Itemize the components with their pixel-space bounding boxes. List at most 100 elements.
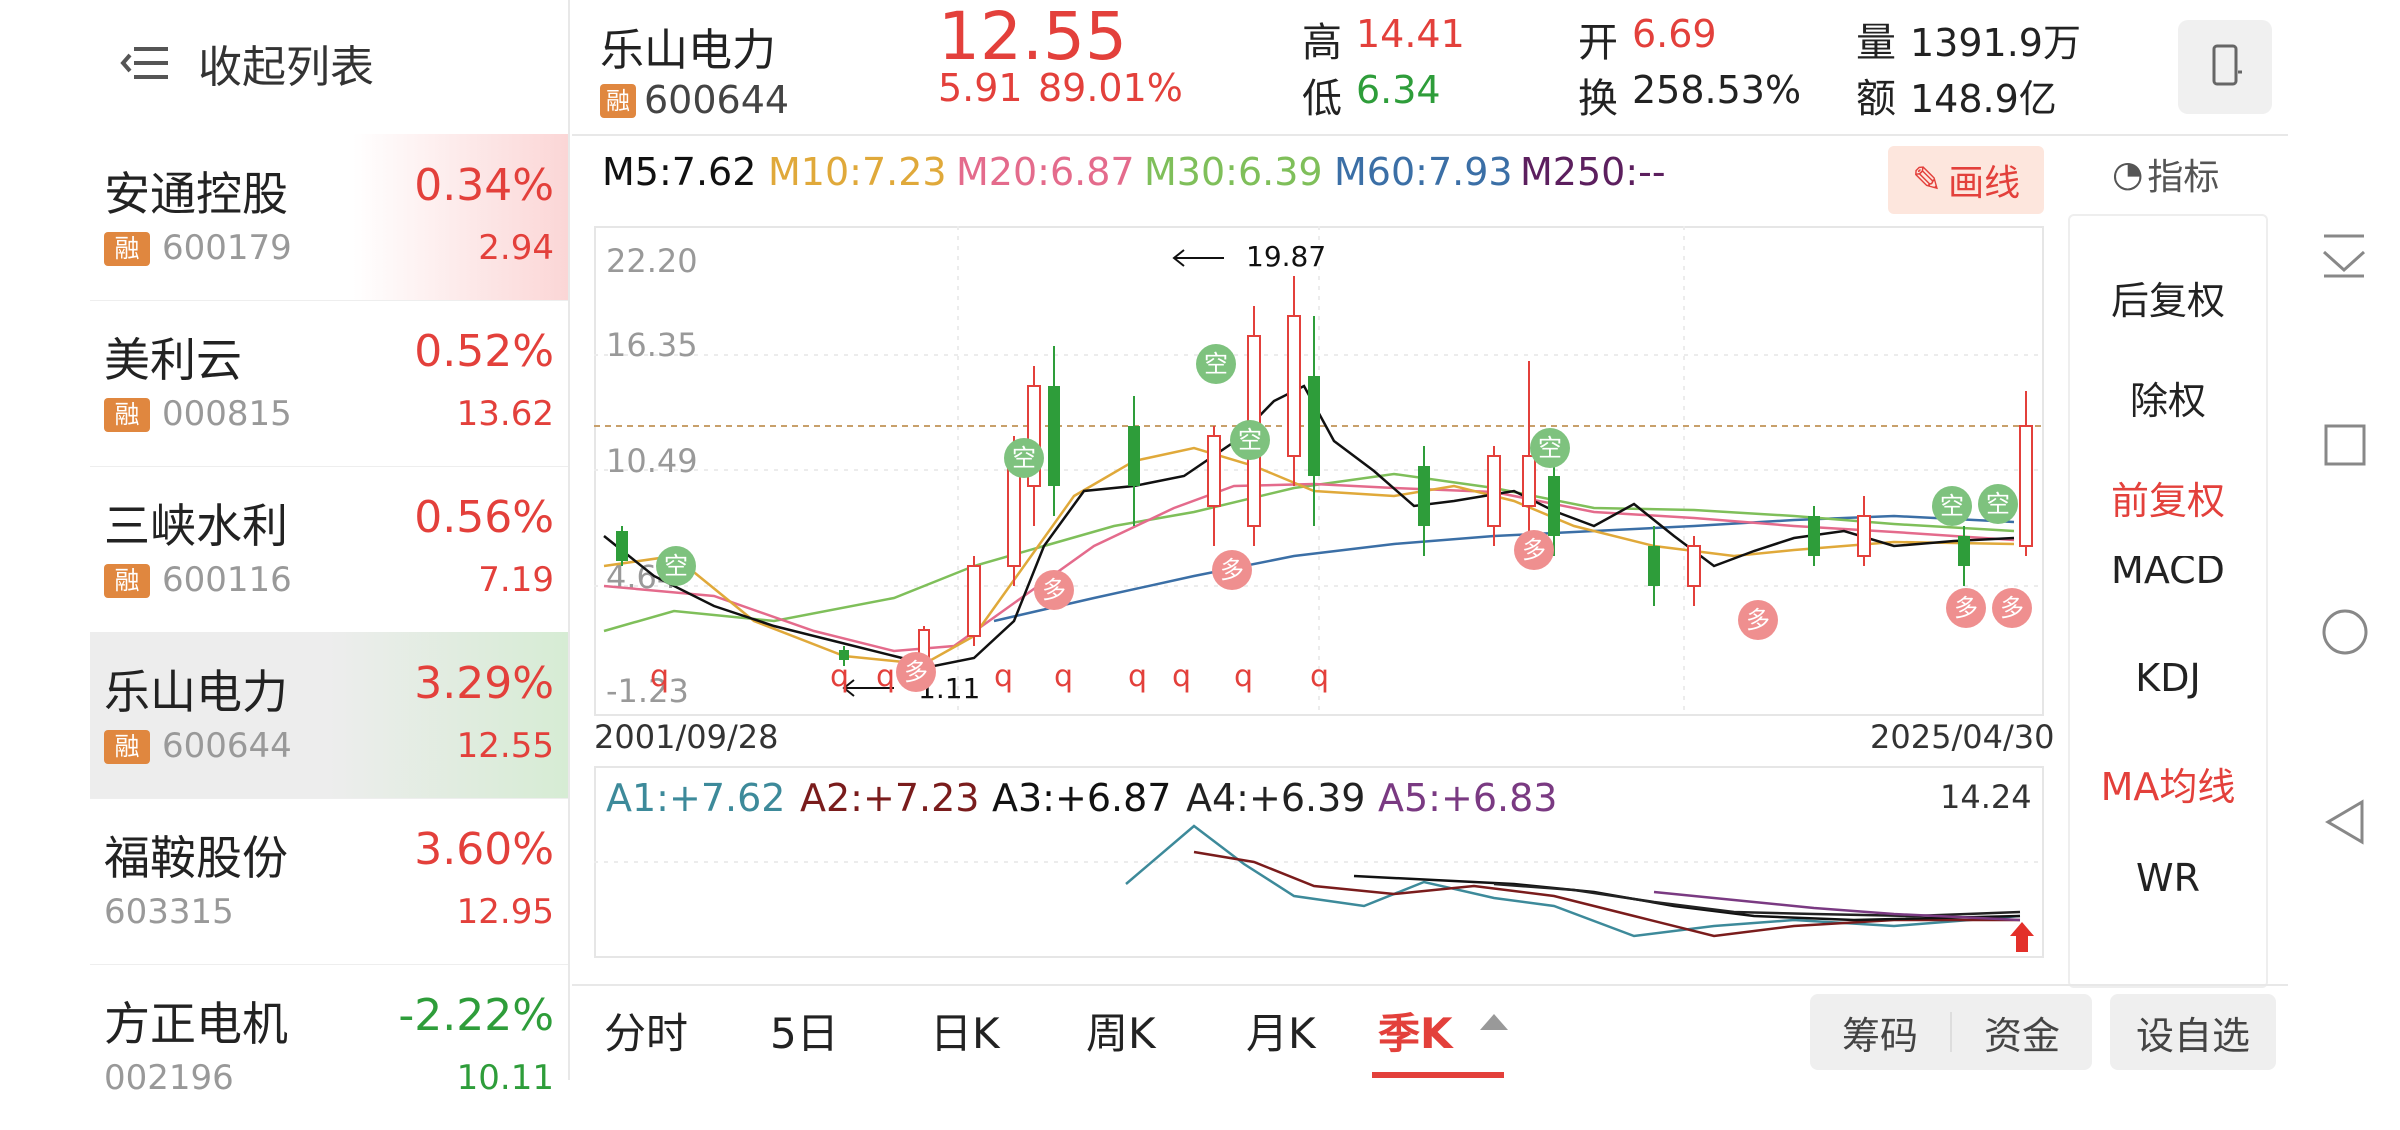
low-label: 低 [1302,76,1342,122]
high-value: 14.41 [1356,12,1465,56]
stock-change-pct: 0.56% [414,492,554,543]
stock-change-pct: -2.22% [398,990,554,1041]
volume-value: 1391.9万 [1910,21,2081,65]
draw-line-label: 画线 [1948,163,2021,204]
candlesticks [616,276,2033,666]
collapse-list-button[interactable]: 收起列表 [120,28,374,98]
candle-down [1808,516,1820,556]
candle-down [1418,466,1430,526]
candle-down [1648,546,1660,586]
stock-change-pct: 3.29% [414,658,554,709]
candle-down [1548,476,1560,536]
tab-daily-k[interactable]: 日K [930,1009,1000,1058]
funds-button[interactable]: 资金 [1983,1013,2060,1058]
ma30-legend: M30:6.39 [1144,150,1323,194]
list-item[interactable]: 安通控股 0.34% 融 600179 2.94 [90,134,568,301]
right-side-menu: 后复权 除权 前复权 MACD KDJ MA均线 WR [2068,214,2268,988]
add-watchlist-button[interactable]: 设自选 [2110,994,2276,1070]
stock-code: 600116 [162,560,292,600]
q-signal: q [1310,659,1329,694]
stock-price: 12.95 [456,892,554,932]
phone-icon [2212,44,2242,86]
candle-down [1308,376,1320,476]
volume-label: 量 [1856,20,1896,66]
list-item[interactable]: 三峡水利 0.56% 融 600116 7.19 [90,466,568,633]
stock-code: 600644 [162,726,292,766]
y-tick-label: -1.23 [606,672,689,710]
menu-item-wr[interactable]: WR [2136,856,2200,900]
menu-item-back-adjust[interactable]: 后复权 [2110,279,2225,323]
signal-marks: q q q q q q q q q [650,659,1329,694]
quote-header: 乐山电力 融 600644 12.55 5.91 89.01% 高 14.41 … [572,0,2288,130]
system-nav-bar [2288,0,2400,1080]
tab-monthly-k[interactable]: 月K [1246,1009,1316,1058]
collapse-list-label: 收起列表 [198,42,374,93]
ma20-line [603,482,2015,653]
stock-change-pct: 0.34% [414,160,554,211]
turnover-label: 换 [1578,76,1618,122]
duo-marker: 多 [1220,556,1244,584]
duo-marker: 多 [1954,594,1978,622]
low-value: 6.34 [1356,68,1441,112]
candle-down [839,650,849,660]
q-signal: q [876,659,895,694]
pull-down-icon[interactable] [2322,234,2366,278]
indicator-button[interactable]: ◔ 指标 [2112,148,2219,200]
recents-icon[interactable] [2324,424,2366,466]
candle-down [1958,536,1970,566]
duo-markers: 多 多 多 多 多 多 多 [896,530,2032,692]
collapse-list-icon [120,43,170,83]
x-end-date: 2025/04/30 [1870,718,2055,756]
draw-line-button[interactable]: ✎ 画线 [1888,146,2044,214]
menu-item-kdj[interactable]: KDJ [2135,656,2201,700]
stock-price: 12.55 [456,726,554,766]
a3-line [1353,874,2021,922]
stock-code: 000815 [162,394,292,434]
x-start-date: 2001/09/28 [594,718,779,756]
stock-price: 13.62 [456,394,554,434]
y-tick-label: 16.35 [606,326,698,364]
menu-item-macd[interactable]: MACD [2111,556,2225,592]
list-item[interactable]: 方正电机 -2.22% 002196 10.11 [90,964,568,1130]
menu-item-ma[interactable]: MA均线 [2100,765,2236,809]
candle-down [616,531,628,561]
sub-indicator-chart[interactable] [594,766,2044,958]
chip-fund-group: 筹码 资金 [1810,994,2092,1070]
kong-marker: 空 [1940,492,1964,520]
list-item[interactable]: 福鞍股份 3.60% 603315 12.95 [90,798,568,965]
tab-intraday[interactable]: 分时 [604,1009,689,1058]
margin-badge: 融 [104,232,150,266]
kong-marker: 空 [1986,490,2010,518]
device-button[interactable] [2178,20,2272,114]
kline-chart[interactable]: 22.20 16.35 10.49 4.64 -1.23 1 [594,226,2044,716]
stock-code: 600179 [162,228,292,268]
candle-up [1487,455,1501,527]
candle-up [1857,515,1871,557]
list-item[interactable]: 美利云 0.52% 融 000815 13.62 [90,300,568,467]
margin-badge: 融 [104,730,150,764]
stock-price: 2.94 [478,228,554,268]
q-signal: q [994,659,1013,694]
candle-up [1207,435,1221,507]
chips-button[interactable]: 筹码 [1841,1013,1918,1058]
margin-badge: 融 [600,84,636,118]
turnover-value: 258.53% [1632,68,1802,112]
tab-5day[interactable]: 5日 [770,1009,839,1058]
caret-up-icon[interactable] [1480,1014,1508,1030]
divider [572,984,2288,986]
menu-item-forward-adjust[interactable]: 前复权 [2110,479,2225,523]
stock-price: 7.19 [478,560,554,600]
tab-quarterly-k[interactable]: 季K [1378,1009,1453,1058]
candle-down [1128,426,1140,486]
duo-marker: 多 [1042,576,1066,604]
stock-name: 美利云 [104,333,242,387]
list-item-selected[interactable]: 乐山电力 3.29% 融 600644 12.55 [90,632,568,799]
tab-weekly-k[interactable]: 周K [1086,1009,1156,1058]
kong-marker: 空 [1238,426,1262,454]
stock-name: 乐山电力 [104,665,288,719]
back-icon[interactable] [2325,799,2364,845]
menu-item-ex-rights[interactable]: 除权 [2129,379,2206,423]
ma250-legend: M250:-- [1520,150,1666,194]
home-icon[interactable] [2322,609,2368,655]
price-change-pct: 89.01% [1038,66,1183,110]
